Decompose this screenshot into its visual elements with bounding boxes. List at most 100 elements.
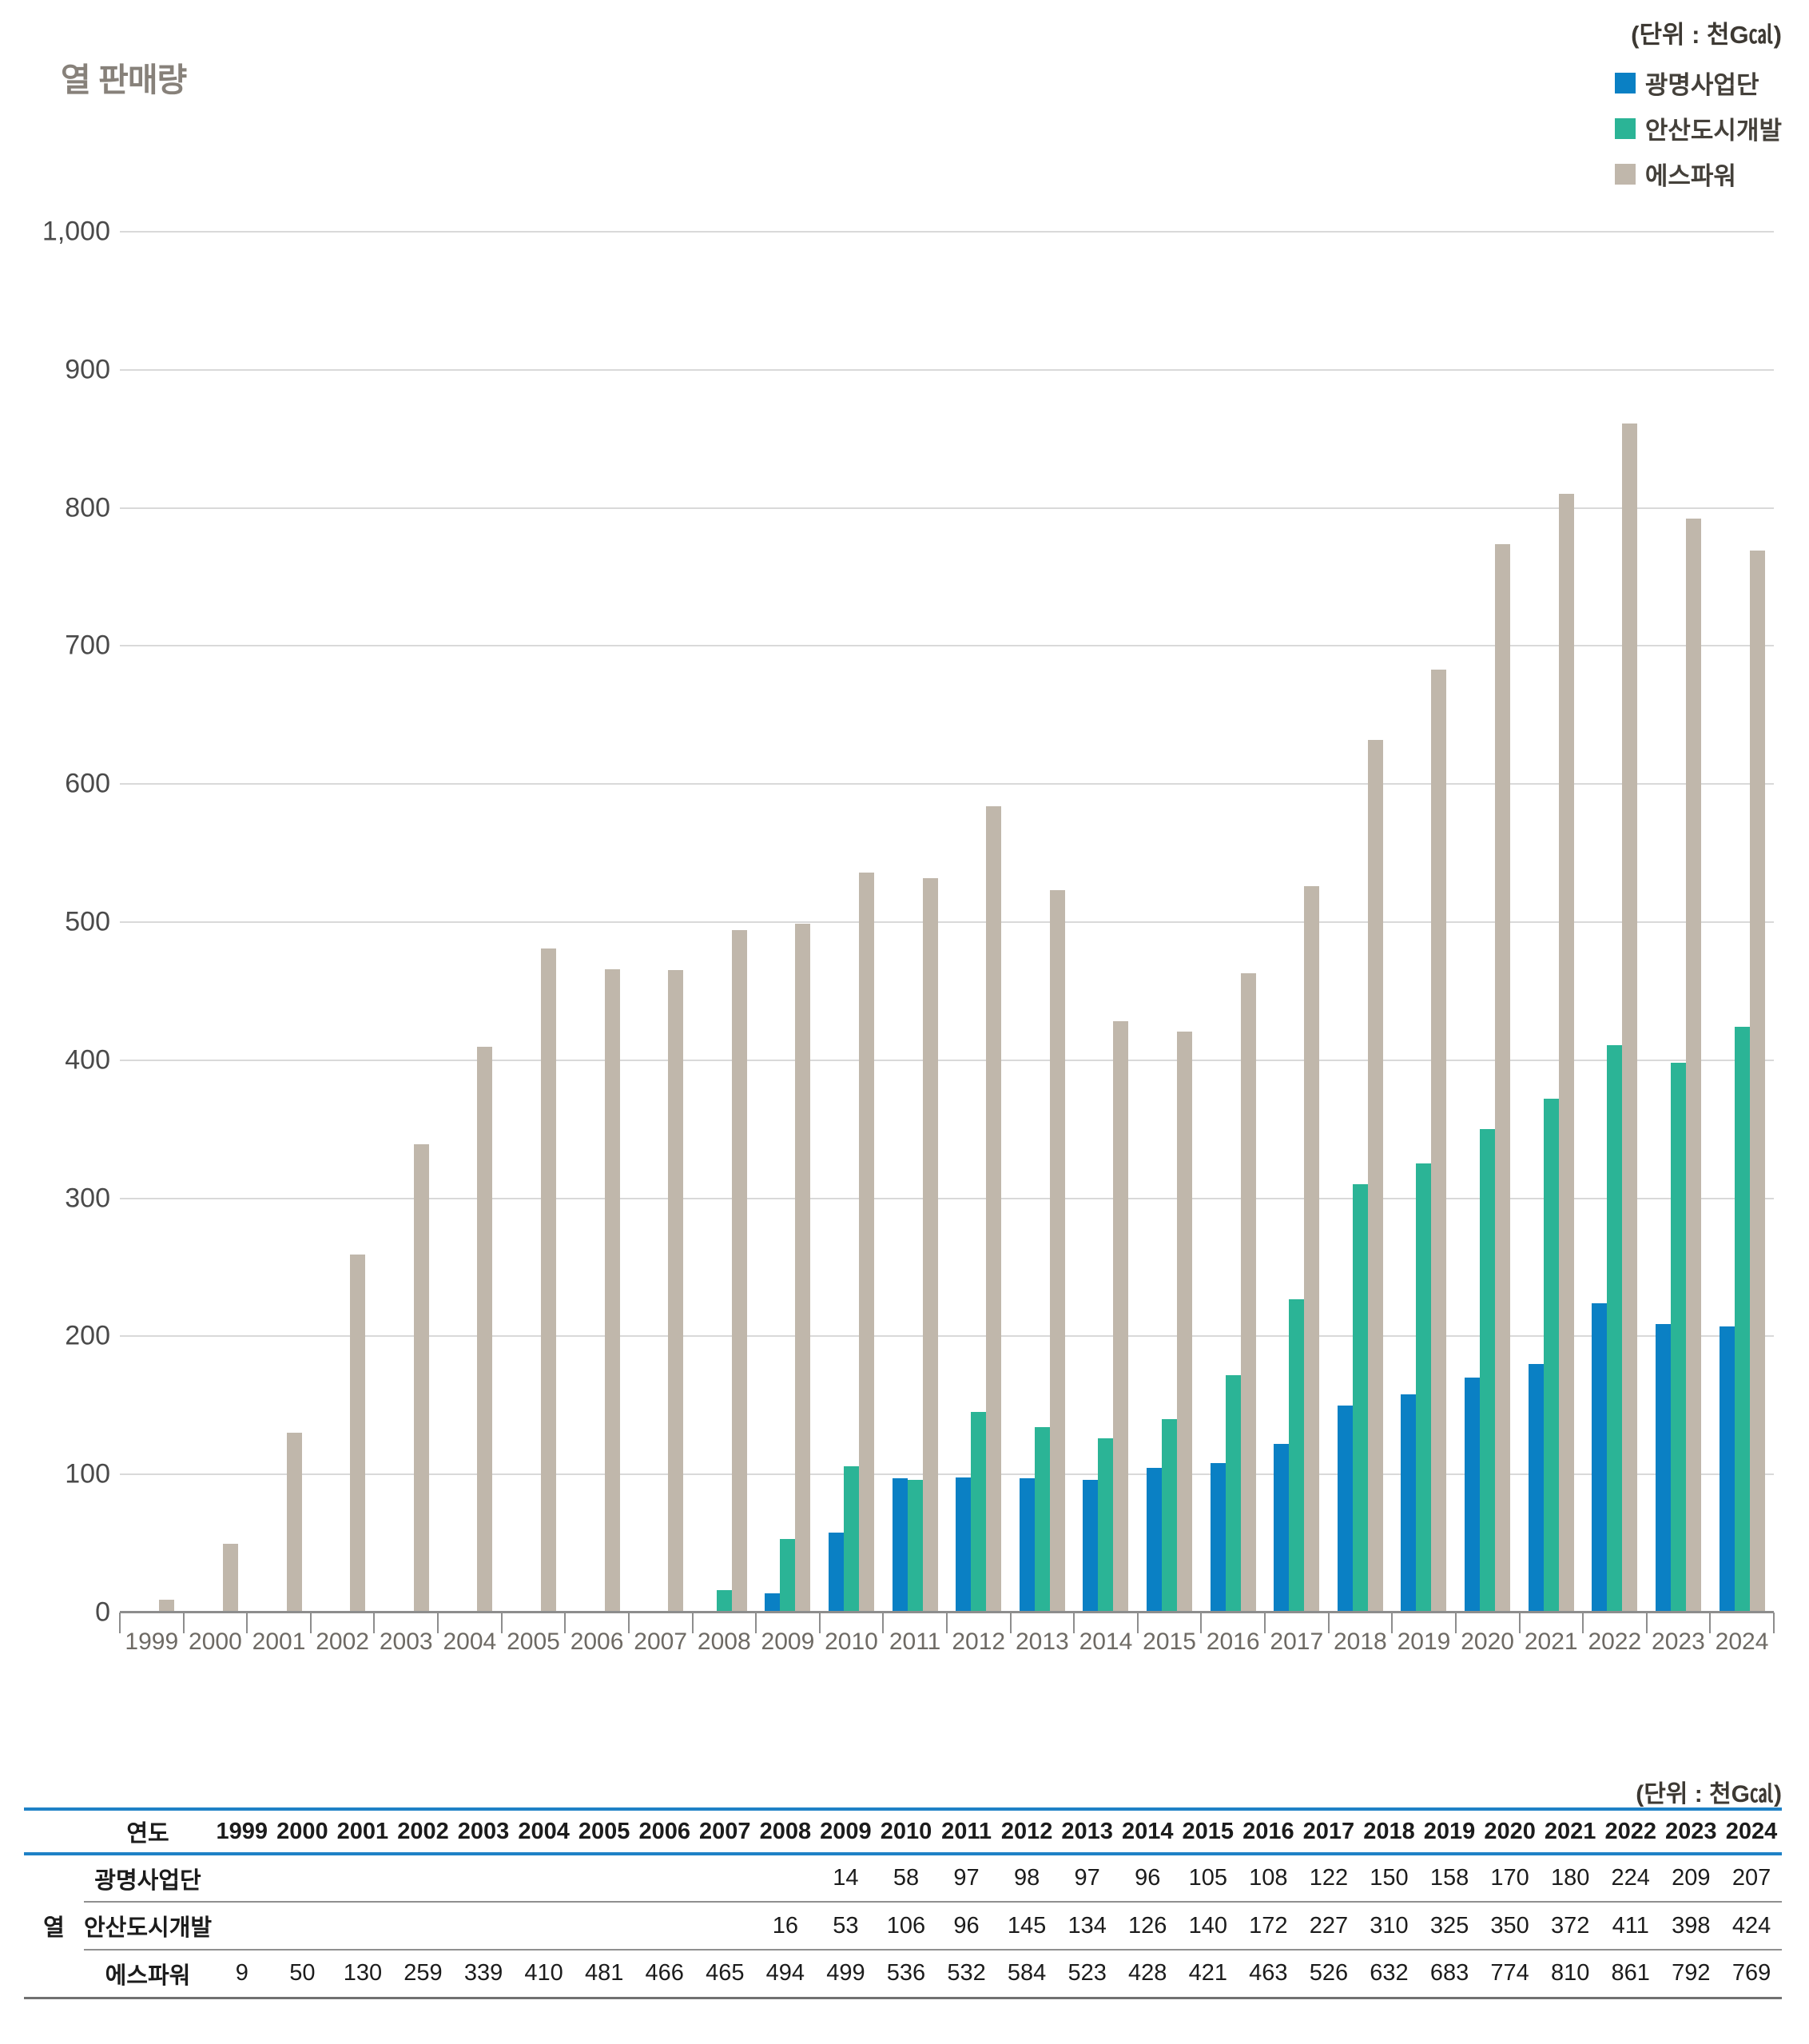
bar-slot-ansan-2022 <box>1607 232 1623 1613</box>
y-tick-label-100: 100 <box>65 1458 110 1489</box>
cell-ansan-2019: 325 <box>1419 1902 1480 1951</box>
table-unit-label: (단위 : 천G㎈) <box>1636 1781 1782 1807</box>
year-group-2004 <box>438 232 502 1613</box>
bar-slot-gwangmyeong-2004 <box>447 232 462 1613</box>
bar-slot-ansan-2002 <box>335 232 350 1613</box>
table-row-spower: 에스파워 9 50 130 259 339 410 481 466 465 494 499 536 532… <box>24 1950 1782 1999</box>
cell-ansan-2010: 106 <box>876 1902 936 1951</box>
cell-gwangmyeong-2010: 58 <box>876 1854 936 1903</box>
x-tick-label-2008: 2008 <box>697 1628 751 1655</box>
cell-spower-2005: 481 <box>574 1950 634 1999</box>
year-group-2020 <box>1456 232 1520 1613</box>
table-year-2003: 2003 <box>453 1807 514 1855</box>
bar-spower-2000 <box>222 1543 238 1613</box>
x-tick-label-2014: 2014 <box>1079 1628 1133 1655</box>
x-tick-label-2011: 2011 <box>889 1628 941 1655</box>
gridline-300 <box>120 1197 1774 1199</box>
table-year-2006: 2006 <box>634 1807 695 1855</box>
table-year-2011: 2011 <box>936 1807 997 1855</box>
bar-slot-ansan-2010 <box>844 232 859 1613</box>
bar-ansan-2021 <box>1543 1099 1559 1613</box>
x-axis-tick-0 <box>119 1613 121 1633</box>
table-year-2013: 2013 <box>1056 1807 1118 1855</box>
year-group-2024 <box>1710 232 1774 1613</box>
x-tick-label-2023: 2023 <box>1652 1628 1705 1655</box>
bar-slot-ansan-1999 <box>144 232 159 1613</box>
cell-spower-2017: 526 <box>1298 1950 1359 1999</box>
x-axis-tick-8 <box>627 1613 630 1633</box>
table-row-label-spower: 에스파워 <box>84 1950 212 1999</box>
bar-slot-gwangmyeong-2009 <box>765 232 781 1613</box>
bar-slot-ansan-2009 <box>780 232 796 1613</box>
year-group-2015 <box>1138 232 1202 1613</box>
cell-gwangmyeong-2008 <box>755 1854 816 1903</box>
y-tick-label-800: 800 <box>65 492 110 523</box>
cell-spower-2011: 532 <box>936 1950 997 1999</box>
bar-slot-ansan-2020 <box>1480 232 1496 1613</box>
bar-slot-spower-2018 <box>1367 232 1383 1613</box>
chart-unit-label: (단위 : 천G㎈) <box>1631 21 1782 49</box>
y-tick-label-0: 0 <box>95 1597 110 1628</box>
x-axis-tick-14 <box>1009 1613 1012 1633</box>
bar-slot-gwangmyeong-2007 <box>638 232 653 1613</box>
x-axis-tick-18 <box>1264 1613 1266 1633</box>
bar-spower-2013 <box>1049 890 1065 1613</box>
bar-slot-gwangmyeong-2000 <box>193 232 208 1613</box>
x-axis-tick-23 <box>1582 1613 1584 1633</box>
gridline-200 <box>120 1335 1774 1338</box>
bar-spower-2012 <box>986 805 1002 1613</box>
bar-gwangmyeong-2016 <box>1210 1463 1226 1613</box>
bar-slot-spower-2017 <box>1304 232 1320 1613</box>
bar-ansan-2014 <box>1098 1438 1114 1613</box>
y-tick-label-300: 300 <box>65 1183 110 1214</box>
bar-spower-2011 <box>922 877 938 1613</box>
bar-slot-ansan-2001 <box>272 232 287 1613</box>
gridline-100 <box>120 1473 1774 1476</box>
cell-spower-2024: 769 <box>1721 1950 1782 1999</box>
bar-slot-ansan-2003 <box>399 232 414 1613</box>
cell-gwangmyeong-2011: 97 <box>936 1854 997 1903</box>
bar-ansan-2013 <box>1034 1427 1050 1613</box>
cell-ansan-2023: 398 <box>1660 1902 1722 1951</box>
table-year-2015: 2015 <box>1178 1807 1238 1855</box>
bar-spower-2008 <box>731 930 747 1613</box>
x-tick-label-2017: 2017 <box>1270 1628 1324 1655</box>
year-group-2018 <box>1329 232 1393 1613</box>
year-group-2012 <box>947 232 1011 1613</box>
y-tick-label-700: 700 <box>65 630 110 661</box>
bar-ansan-2022 <box>1607 1044 1623 1613</box>
cell-ansan-2007 <box>694 1902 756 1951</box>
x-axis-tick-20 <box>1391 1613 1394 1633</box>
legend-swatch-spower-icon <box>1614 163 1636 185</box>
x-tick-label-2009: 2009 <box>761 1628 815 1655</box>
year-group-2005 <box>502 232 566 1613</box>
legend-item-gwangmyeong: 광명사업단 <box>1614 66 1759 100</box>
cell-ansan-2000 <box>272 1902 333 1951</box>
table-year-2004: 2004 <box>513 1807 575 1855</box>
bar-spower-2015 <box>1177 1031 1193 1613</box>
bar-spower-2018 <box>1367 739 1383 1613</box>
cell-ansan-2003 <box>453 1902 514 1951</box>
bar-slot-spower-2011 <box>922 232 938 1613</box>
year-group-1999 <box>120 232 184 1613</box>
bar-slot-ansan-2023 <box>1670 232 1686 1613</box>
cell-ansan-2012: 145 <box>996 1902 1057 1951</box>
bar-slot-gwangmyeong-2018 <box>1337 232 1353 1613</box>
cell-gwangmyeong-2003 <box>453 1854 514 1903</box>
bar-ansan-2023 <box>1670 1063 1686 1613</box>
year-group-2009 <box>756 232 820 1613</box>
x-tick-label-2003: 2003 <box>379 1628 433 1655</box>
cell-spower-2008: 494 <box>755 1950 816 1999</box>
bar-spower-2019 <box>1431 669 1447 1613</box>
bar-slot-gwangmyeong-2014 <box>1083 232 1099 1613</box>
y-axis-labels: 0 100 200 300 400 500 600 700 800 900 1,000 <box>0 217 112 1628</box>
bar-slot-gwangmyeong-2023 <box>1655 232 1671 1613</box>
year-group-2003 <box>374 232 438 1613</box>
cell-gwangmyeong-2006 <box>634 1854 695 1903</box>
cell-ansan-2024: 424 <box>1721 1902 1782 1951</box>
legend-item-ansan: 안산도시개발 <box>1614 111 1782 145</box>
bar-slot-spower-2001 <box>286 232 302 1613</box>
table-corner-cell <box>24 1807 84 1855</box>
x-axis-tick-1 <box>182 1613 185 1633</box>
